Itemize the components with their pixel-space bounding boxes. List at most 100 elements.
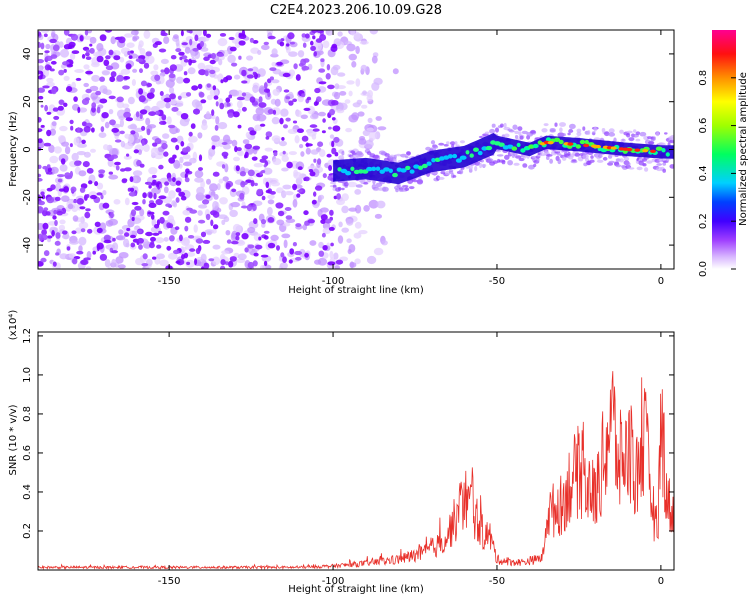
noise-blob <box>325 30 330 35</box>
noise-blob <box>54 219 58 227</box>
noise-blob <box>128 55 133 59</box>
colorbar-label: Normalized spectral amplitude <box>738 72 749 226</box>
signal-halo <box>474 165 478 172</box>
noise-blob <box>247 169 255 177</box>
noise-blob <box>241 233 249 240</box>
noise-blob <box>143 30 151 39</box>
noise-blob <box>368 131 378 140</box>
noise-blob <box>161 114 167 121</box>
noise-blob <box>104 89 112 96</box>
noise-blob <box>148 111 157 116</box>
signal-blob <box>511 146 518 151</box>
noise-blob <box>43 33 48 38</box>
signal-halo <box>554 122 558 127</box>
noise-blob <box>192 47 199 52</box>
noise-blob <box>137 43 142 51</box>
signal-halo <box>431 171 439 175</box>
noise-blob <box>96 182 104 190</box>
noise-blob <box>341 205 349 214</box>
noise-blob <box>45 211 51 216</box>
noise-blob <box>371 82 380 91</box>
noise-blob <box>167 124 176 129</box>
noise-blob <box>142 253 148 260</box>
noise-blob <box>153 193 157 200</box>
signal-halo <box>568 128 573 133</box>
noise-blob <box>288 51 298 57</box>
noise-blob <box>267 35 276 40</box>
noise-blob <box>213 95 219 100</box>
noise-blob <box>217 122 228 130</box>
noise-blob <box>136 229 143 234</box>
signal-blob <box>392 172 398 178</box>
noise-blob <box>198 167 203 171</box>
noise-blob <box>175 48 182 53</box>
signal-halo <box>642 163 647 167</box>
noise-blob <box>181 253 185 260</box>
snr-y-tick-label: 0.4 <box>22 484 33 500</box>
noise-blob <box>318 194 325 200</box>
noise-blob <box>50 184 56 191</box>
noise-blob <box>64 146 71 155</box>
noise-blob <box>347 181 357 188</box>
noise-blob <box>237 124 242 129</box>
signal-halo <box>628 137 635 142</box>
noise-blob <box>222 144 231 150</box>
noise-blob <box>150 236 156 242</box>
signal-halo <box>656 163 663 166</box>
noise-blob <box>325 73 331 80</box>
noise-blob <box>100 194 104 200</box>
noise-blob <box>235 232 241 237</box>
noise-blob <box>241 106 247 112</box>
noise-blob <box>292 199 298 208</box>
noise-blob <box>134 205 142 211</box>
noise-blob <box>320 214 328 221</box>
signal-blob <box>655 146 663 151</box>
noise-blob <box>41 194 46 200</box>
noise-blob <box>337 31 343 37</box>
signal-halo <box>634 134 638 138</box>
noise-blob <box>218 178 224 184</box>
signal-blob <box>362 169 369 174</box>
noise-blob <box>80 259 89 266</box>
noise-blob <box>108 171 114 175</box>
noise-blob <box>279 262 288 269</box>
noise-blob <box>40 42 45 50</box>
noise-blob <box>102 202 110 209</box>
signal-hotspot <box>547 141 554 145</box>
signal-halo <box>517 126 523 131</box>
noise-blob <box>127 50 131 56</box>
noise-blob <box>178 191 186 197</box>
noise-blob <box>282 222 291 227</box>
noise-blob <box>91 127 95 133</box>
noise-blob <box>181 55 188 60</box>
noise-blob <box>354 189 362 195</box>
noise-blob <box>304 176 310 182</box>
noise-blob <box>288 151 297 156</box>
signal-blob <box>516 142 521 148</box>
noise-blob <box>82 161 90 168</box>
noise-blob <box>329 250 334 259</box>
signal-blob <box>477 150 483 156</box>
noise-blob <box>40 257 47 263</box>
noise-blob <box>69 240 79 245</box>
noise-blob <box>209 88 219 97</box>
signal-blob <box>459 155 467 160</box>
noise-blob <box>303 107 311 111</box>
noise-blob <box>206 94 213 101</box>
noise-blob <box>273 151 278 157</box>
noise-blob <box>47 167 52 173</box>
noise-blob <box>159 91 164 96</box>
signal-halo <box>619 158 624 163</box>
noise-blob <box>184 46 191 54</box>
signal-halo <box>338 155 345 161</box>
noise-blob <box>112 237 116 242</box>
noise-blob <box>120 140 126 148</box>
noise-blob <box>215 116 220 125</box>
noise-blob <box>313 158 317 163</box>
signal-halo <box>425 146 431 151</box>
noise-blob <box>212 171 220 177</box>
noise-blob <box>59 99 64 105</box>
signal-hotspot <box>626 147 633 152</box>
noise-blob <box>336 198 345 206</box>
snr-panel: -150 -100 -50 0 0.2 0.4 0.6 0.8 1.0 1.2 Height of… <box>8 310 675 595</box>
